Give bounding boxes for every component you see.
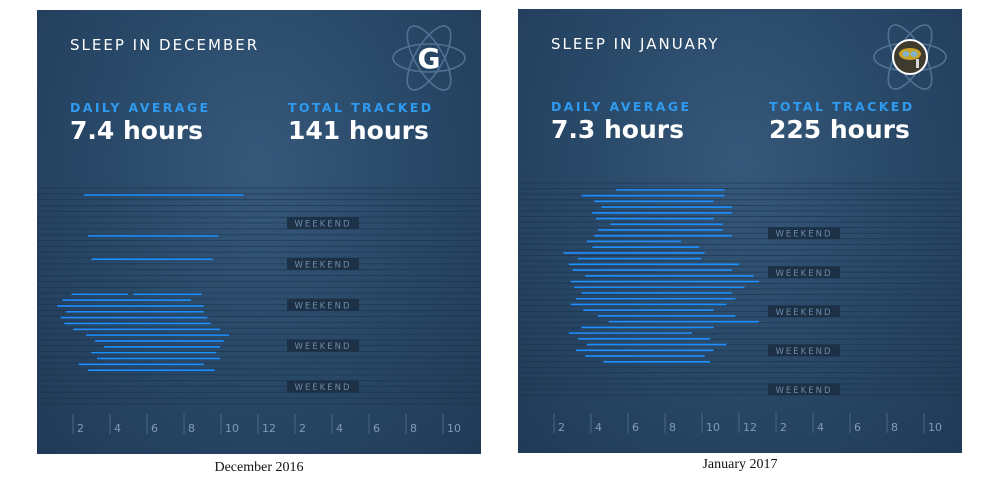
weekend-marker: WEEKEND (287, 299, 359, 312)
x-tick-label: 4 (114, 422, 121, 435)
x-tick-label: 8 (891, 421, 898, 434)
x-tick-label: 12 (743, 421, 757, 434)
x-tick-label: 10 (706, 421, 720, 434)
x-tick-label: 4 (336, 422, 343, 435)
x-tick-label: 12 (262, 422, 276, 435)
x-tick-label: 8 (188, 422, 195, 435)
weekend-label: WEEKEND (295, 260, 352, 270)
weekend-label: WEEKEND (295, 220, 352, 230)
weekend-label: WEEKEND (295, 383, 352, 393)
x-tick-label: 6 (632, 421, 639, 434)
x-tick-label: 4 (595, 421, 602, 434)
caption-december: December 2016 (0, 460, 518, 476)
x-tick-label: 10 (447, 422, 461, 435)
x-tick-label: 2 (558, 421, 565, 434)
sleep-timeline-chart: WEEKEND WEEKEND WEEKEND WEEKEND WEEKEND 2 4 6 8 1… (518, 9, 962, 453)
x-tick-label: 6 (854, 421, 861, 434)
x-tick-label: 4 (817, 421, 824, 434)
sleep-timeline-chart: WEEKEND WEEKEND WEEKEND WEEKEND WEEKEND 2 4 6 8 1… (37, 10, 481, 454)
x-tick-label: 2 (77, 422, 84, 435)
weekend-label: WEEKEND (776, 347, 833, 357)
x-tick-label: 6 (151, 422, 158, 435)
x-tick-label: 8 (410, 422, 417, 435)
weekend-label: WEEKEND (776, 230, 833, 240)
weekend-label: WEEKEND (776, 269, 833, 279)
weekend-label: WEEKEND (295, 301, 352, 311)
x-tick-label: 10 (225, 422, 239, 435)
caption-january: January 2017 (518, 457, 962, 473)
weekend-marker: WEEKEND (287, 340, 359, 353)
weekend-marker: WEEKEND (768, 266, 840, 279)
x-tick-label: 6 (373, 422, 380, 435)
weekend-marker: WEEKEND (768, 227, 840, 240)
x-tick-label: 2 (780, 421, 787, 434)
weekend-marker: WEEKEND (287, 380, 359, 393)
x-tick-label: 2 (299, 422, 306, 435)
weekend-marker: WEEKEND (287, 217, 359, 230)
weekend-label: WEEKEND (776, 386, 833, 396)
weekend-marker: WEEKEND (768, 305, 840, 318)
weekend-marker: WEEKEND (768, 383, 840, 396)
weekend-label: WEEKEND (295, 342, 352, 352)
weekend-marker: WEEKEND (287, 258, 359, 271)
x-tick-label: 10 (928, 421, 942, 434)
sleep-panel-december: SLEEP IN DECEMBER G DAILY AVERAGE 7.4 ho… (37, 10, 481, 454)
weekend-marker: WEEKEND (768, 344, 840, 357)
x-tick-label: 8 (669, 421, 676, 434)
sleep-panel-january: SLEEP IN JANUARY DAILY AVERAGE 7.3 hours… (518, 9, 962, 453)
weekend-label: WEEKEND (776, 308, 833, 318)
